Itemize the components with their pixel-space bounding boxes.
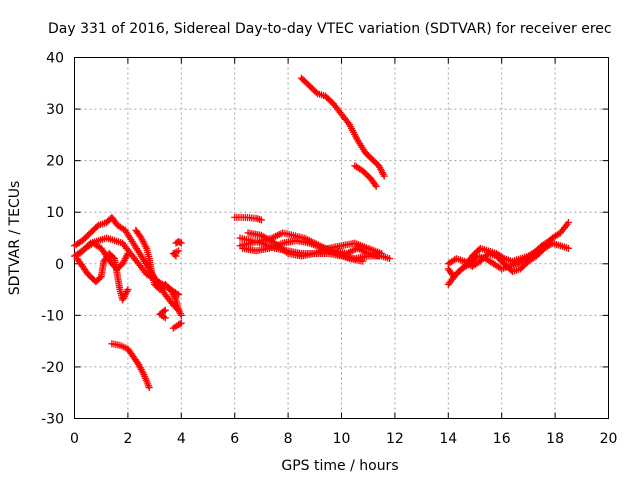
series-track-f [108,340,153,392]
chart-title: Day 331 of 2016, Sidereal Day-to-day VTE… [48,21,612,37]
y-tick-label: -10 [41,308,64,324]
data-point [544,238,552,246]
series-track-d [76,239,132,273]
data-point [177,311,185,319]
series-track-e [132,226,185,319]
data-point [380,172,388,180]
series-track-j [172,238,185,247]
x-tick-label: 14 [439,431,457,447]
x-tick-label: 8 [284,431,293,447]
data-point [145,384,153,392]
x-tick-label: 10 [333,431,351,447]
data-point [546,237,554,245]
data-point [161,314,169,322]
x-axis-label: GPS time / hours [281,458,398,474]
data-point [386,255,394,263]
y-tick-label: 10 [46,205,64,221]
series-track-k [231,213,265,224]
data-point [176,320,184,328]
data-point [564,219,572,227]
y-tick-label: 0 [55,257,64,273]
data-point [257,216,265,224]
data-point [282,248,290,256]
data-point [177,239,185,247]
data-point [96,274,104,282]
data-point [359,257,367,265]
data-point [124,249,132,257]
series-track-q [351,162,380,190]
y-tick-labels: -30 -20 -10 0 10 20 30 40 [41,51,64,428]
data-point [177,319,185,327]
y-tick-label: -20 [41,360,64,376]
x-tick-label: 0 [70,431,79,447]
series-track-h [156,306,169,322]
y-tick-label: 30 [46,102,64,118]
series-track-i [169,247,183,260]
data-point [564,244,572,252]
y-tick-label: 20 [46,154,64,170]
grid [74,57,609,419]
data-point [176,238,184,246]
axis-ticks [74,57,609,419]
x-tick-label: 18 [546,431,564,447]
series-track-p [297,74,388,180]
y-tick-label: -30 [41,412,64,428]
x-tick-label: 16 [493,431,511,447]
data-point [371,181,379,189]
x-tick-labels: 0 2 4 6 8 10 12 14 16 18 20 [70,431,617,447]
series-track-r [444,219,572,288]
data-point [372,182,380,190]
data-point [378,249,386,257]
x-tick-label: 12 [386,431,404,447]
series-track-g [169,319,185,332]
x-tick-label: 6 [230,431,239,447]
data-point [175,247,183,255]
series-track-t [444,237,554,281]
y-tick-label: 40 [46,51,64,67]
series-track-o [239,237,367,265]
series-track-c [73,249,132,304]
x-tick-label: 4 [177,431,186,447]
x-tick-label: 20 [600,431,618,447]
x-tick-label: 2 [123,431,132,447]
data-point [124,286,132,294]
y-axis-label: SDTVAR / TECUs [7,181,23,296]
data-points [71,74,572,392]
